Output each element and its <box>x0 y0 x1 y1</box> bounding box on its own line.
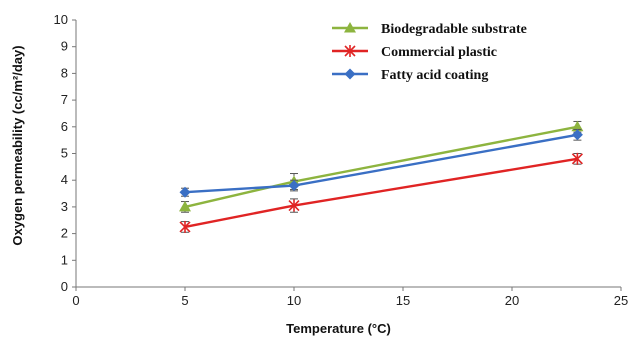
legend-item: Commercial plastic <box>332 45 497 60</box>
star-cross-marker <box>288 199 300 212</box>
series-line <box>184 125 578 209</box>
y-tick-label: 5 <box>61 146 68 161</box>
star-cross-marker <box>179 220 191 233</box>
series-commercial-plastic <box>179 152 583 233</box>
y-tick-label: 1 <box>61 252 68 267</box>
y-axis-title: Oxygen permeability (cc/m²/day) <box>10 45 25 245</box>
legend: Biodegradable substrate Commercial plasti… <box>332 22 527 83</box>
x-tick-label: 10 <box>287 293 301 308</box>
y-tick-label: 3 <box>61 199 68 214</box>
y-tick-label: 9 <box>61 39 68 54</box>
triangle-marker <box>571 120 584 132</box>
diamond-marker <box>571 129 583 141</box>
y-tick-label: 0 <box>61 279 68 294</box>
legend-label: Fatty acid coating <box>381 68 488 83</box>
legend-label: Biodegradable substrate <box>381 22 527 37</box>
y-tick-label: 7 <box>61 92 68 107</box>
y-tick-label: 2 <box>61 226 68 241</box>
series-layer <box>179 120 584 233</box>
star-cross-marker <box>571 152 583 165</box>
x-tick-label: 20 <box>505 293 519 308</box>
legend-item: Fatty acid coating <box>332 68 488 83</box>
series-fatty-acid-coating <box>179 128 583 198</box>
y-tick-label: 10 <box>54 12 68 27</box>
y-tick-label: 8 <box>61 65 68 80</box>
x-axis-title: Temperature (°C) <box>286 321 391 336</box>
diamond-marker <box>344 68 356 80</box>
series-biodegradable-substrate <box>179 120 584 213</box>
triangle-marker <box>344 22 356 33</box>
x-tick-label: 0 <box>72 293 79 308</box>
legend-label: Commercial plastic <box>381 45 497 60</box>
diamond-marker <box>179 186 191 198</box>
axes: 0 1 2 3 4 5 6 7 8 9 10 0 5 10 15 20 25 <box>54 12 628 308</box>
x-tick-label: 25 <box>614 293 628 308</box>
triangle-marker <box>179 200 191 212</box>
star-cross-marker <box>344 45 356 57</box>
diamond-marker <box>288 180 300 192</box>
x-tick-label: 15 <box>396 293 410 308</box>
legend-item: Biodegradable substrate <box>332 22 527 37</box>
y-tick-label: 4 <box>61 172 68 187</box>
y-tick-label: 6 <box>61 119 68 134</box>
x-tick-label: 5 <box>181 293 188 308</box>
